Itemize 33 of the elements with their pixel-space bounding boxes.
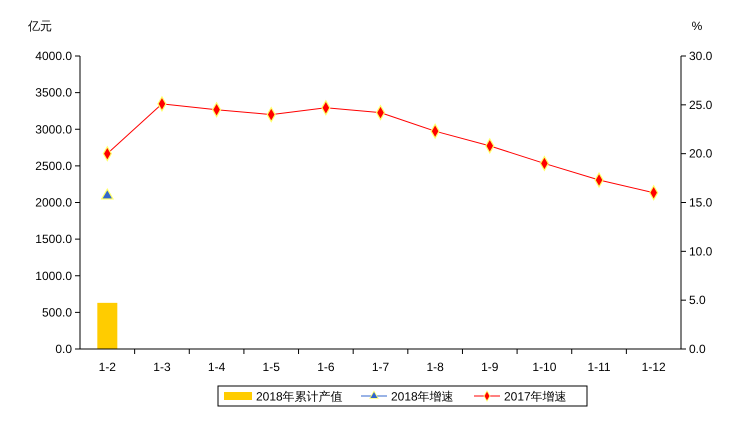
y-tick-label: 1500.0 xyxy=(35,232,72,246)
x-tick-label: 1-2 xyxy=(98,360,116,374)
y2-tick-label: 10.0 xyxy=(689,244,713,258)
y-tick-label: 2500.0 xyxy=(35,158,72,173)
y-tick-label: 3000.0 xyxy=(35,122,72,136)
point xyxy=(101,188,114,200)
y2-tick-label: 5.0 xyxy=(689,293,706,308)
legend-label: 2017年增速 xyxy=(504,390,567,404)
x-tick-label: 1-10 xyxy=(532,360,557,374)
y-tick-label: 1000.0 xyxy=(35,268,72,283)
x-tick-label: 1-4 xyxy=(208,360,226,374)
x-tick-label: 1-6 xyxy=(317,360,335,374)
y-axis-title: 亿元 xyxy=(27,19,52,33)
y-tick-label: 3500.0 xyxy=(35,86,72,100)
x-tick-label: 1-7 xyxy=(372,360,390,374)
y-tick-label: 2000.0 xyxy=(35,196,72,210)
y2-tick-label: 30.0 xyxy=(689,49,713,63)
y2-axis-title: % xyxy=(692,19,703,33)
x-tick-label: 1-11 xyxy=(587,360,611,374)
y-tick-label: 500.0 xyxy=(42,305,72,320)
y2-tick-label: 15.0 xyxy=(689,196,713,210)
x-tick-label: 1-8 xyxy=(426,360,444,374)
y2-tick-label: 25.0 xyxy=(689,98,713,112)
y-tick-label: 0.0 xyxy=(55,342,72,356)
legend-label: 2018年增速 xyxy=(391,390,454,404)
y-tick-label: 4000.0 xyxy=(35,49,72,63)
y2-tick-label: 0.0 xyxy=(689,342,706,356)
x-tick-label: 1-9 xyxy=(481,360,499,374)
x-tick-label: 1-12 xyxy=(642,360,666,374)
y2-tick-label: 20.0 xyxy=(689,146,713,161)
x-tick-label: 1-3 xyxy=(153,360,171,374)
legend-label: 2018年累计产值 xyxy=(256,390,343,404)
x-tick-label: 1-5 xyxy=(262,360,280,374)
